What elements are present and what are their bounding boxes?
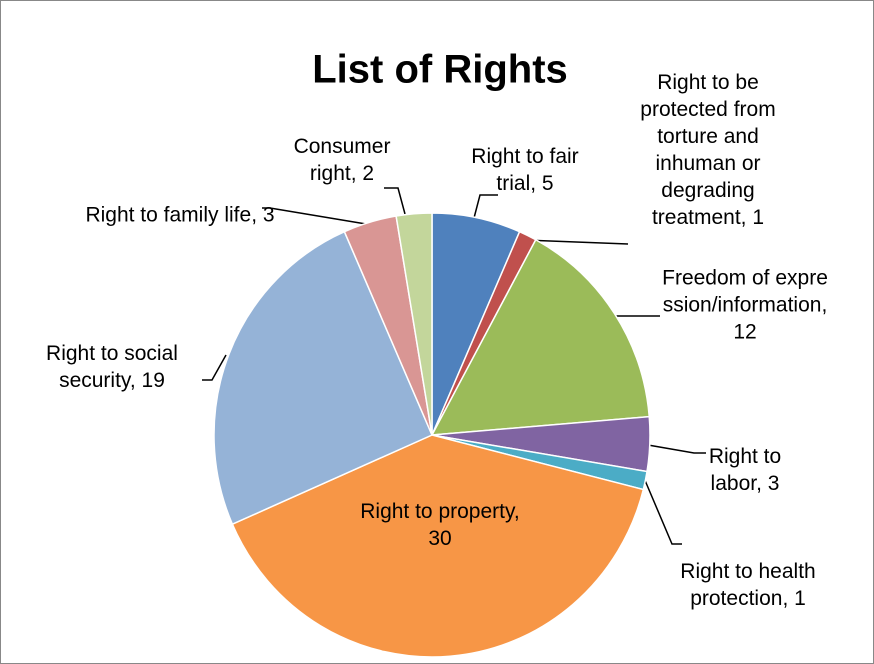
label-category: Right to labor xyxy=(708,445,782,495)
label-value: 19 xyxy=(141,369,165,392)
label-category: Right to family life xyxy=(85,203,252,227)
label-value: 30 xyxy=(428,527,452,550)
leader-line xyxy=(202,354,227,381)
slice xyxy=(430,238,651,436)
label-category: Right to be protected from torture and i… xyxy=(640,71,776,229)
leader-line xyxy=(647,444,706,454)
label-value: 3 xyxy=(767,472,780,495)
slice xyxy=(213,230,433,526)
label-value: 12 xyxy=(733,320,757,344)
label-separator: , xyxy=(251,203,263,227)
data-label: Consumer right, 2 xyxy=(272,133,412,187)
data-label: Right to family life, 3 xyxy=(85,202,275,229)
label-category: Freedom of expression/information xyxy=(662,266,828,317)
label-category: Consumer right xyxy=(293,135,391,185)
label-value: 2 xyxy=(362,162,375,185)
slice xyxy=(395,212,433,436)
leader-line xyxy=(473,194,498,219)
label-separator: , xyxy=(129,369,142,392)
label-value: 3 xyxy=(262,203,275,227)
label-category: Right to fair trial xyxy=(471,145,579,195)
leader-line xyxy=(643,477,682,545)
label-separator: , xyxy=(756,472,768,495)
label-category: Right to property xyxy=(360,500,514,523)
label-category: Right to social security xyxy=(46,342,178,392)
label-separator: , xyxy=(782,587,795,610)
label-value: 5 xyxy=(541,172,554,195)
leader-line xyxy=(262,207,367,225)
slice xyxy=(231,434,645,658)
label-separator: , xyxy=(350,162,363,185)
data-label: Right to property, 30 xyxy=(355,498,525,552)
chart-title: List of Rights xyxy=(312,47,568,92)
leader-line xyxy=(523,239,629,245)
data-label: Right to be protected from torture and i… xyxy=(628,69,788,231)
label-value: 1 xyxy=(752,206,765,229)
label-separator: , xyxy=(513,500,520,523)
label-category: Right to health protection xyxy=(680,560,816,610)
label-value: 1 xyxy=(794,587,806,610)
slices xyxy=(213,212,651,658)
data-label: Right to fair trial, 5 xyxy=(470,143,580,197)
data-label: Right to social security, 19 xyxy=(22,340,202,394)
leader-line xyxy=(384,187,406,215)
label-separator: , xyxy=(821,293,828,317)
data-label: Right to health protection, 1 xyxy=(678,558,818,612)
data-label: Freedom of expression/information, 12 xyxy=(660,265,830,346)
label-separator: , xyxy=(530,172,542,195)
data-label: Right to labor, 3 xyxy=(695,443,795,497)
label-separator: , xyxy=(740,206,753,229)
